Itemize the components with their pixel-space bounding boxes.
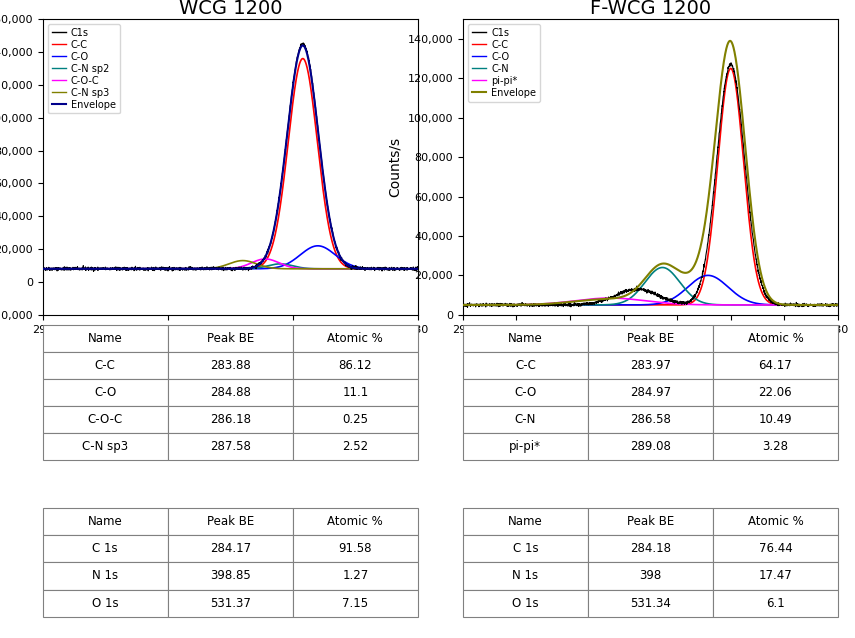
Y-axis label: Counts/s: Counts/s (388, 137, 402, 197)
Legend: C1s, C-C, C-O, C-N sp2, C-O-C, C-N sp3, Envelope: C1s, C-C, C-O, C-N sp2, C-O-C, C-N sp3, … (48, 24, 120, 114)
X-axis label: Binding Energy (eV): Binding Energy (eV) (572, 340, 728, 354)
Title: F-WCG 1200: F-WCG 1200 (590, 0, 711, 18)
X-axis label: Binding Energy (eV): Binding Energy (eV) (152, 340, 309, 354)
Legend: C1s, C-C, C-O, C-N, pi-pi*, Envelope: C1s, C-C, C-O, C-N, pi-pi*, Envelope (468, 24, 540, 101)
Title: WCG 1200: WCG 1200 (179, 0, 282, 18)
